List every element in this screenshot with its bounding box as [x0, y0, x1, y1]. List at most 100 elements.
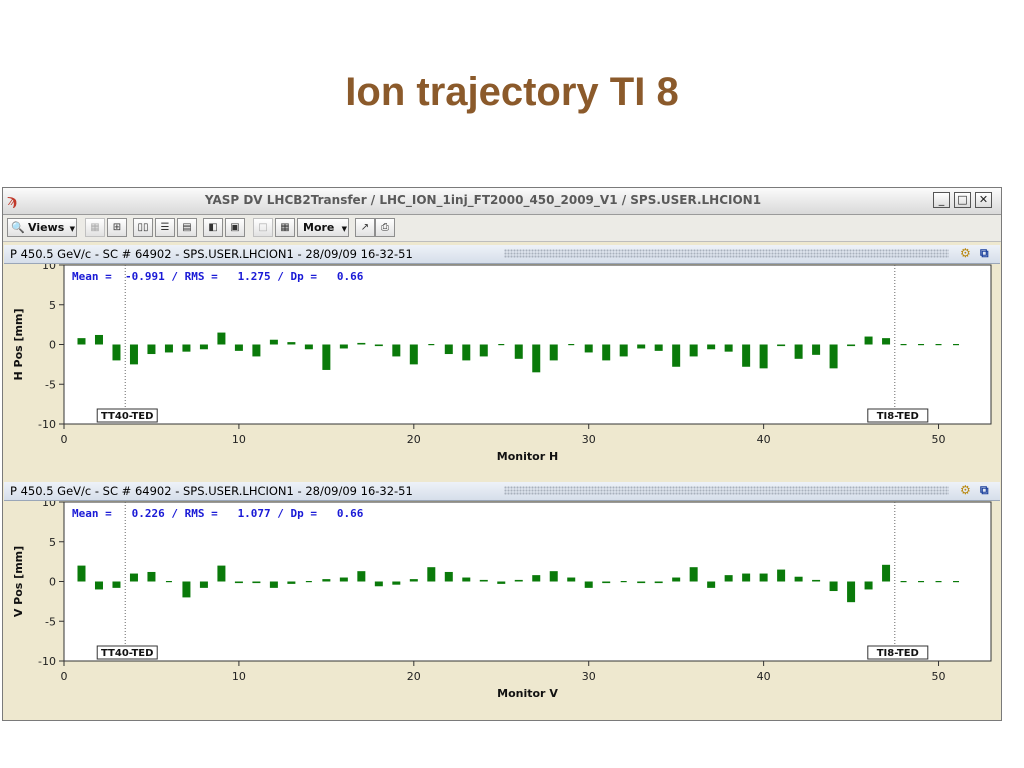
blank-view-icon[interactable]: □	[253, 218, 273, 237]
y-tick-label: 5	[49, 536, 56, 549]
panel-header-v: P 450.5 GeV/c - SC # 64902 - SPS.USER.LH…	[4, 482, 1000, 501]
data-bar	[549, 571, 558, 582]
layout-view-icon[interactable]: ⊞	[107, 218, 127, 237]
panel-drag-handle[interactable]	[504, 249, 949, 258]
data-bar	[305, 581, 312, 583]
data-bar	[165, 581, 172, 583]
slide-title: Ion trajectory TI 8	[345, 70, 679, 114]
toolbar: 🔍 Views ▼ ▦ ⊞ ▯▯ ☰ ▤ ◧ ▣ □ ▦ More ▼ ↗ ⎙	[3, 215, 1001, 242]
stats-text: Mean = -0.991 / RMS = 1.275 / Dp = 0.66	[72, 270, 364, 283]
data-bar	[829, 581, 838, 592]
window-title: YASP DV LHCB2Transfer / LHC_ION_1inj_FT2…	[204, 193, 762, 207]
data-bar	[514, 344, 523, 359]
data-bar	[777, 569, 786, 582]
y-tick-label: -5	[45, 378, 56, 391]
table-view-icon[interactable]: ▦	[275, 218, 295, 237]
y-tick-label: 0	[49, 576, 56, 589]
data-bar	[374, 581, 383, 587]
data-bar	[514, 579, 523, 582]
data-bar	[812, 579, 821, 582]
columns-view-icon[interactable]: ▯▯	[133, 218, 153, 237]
data-bar	[724, 344, 733, 352]
y-axis-label: V Pos [mm]	[12, 546, 25, 617]
x-axis-label: Monitor H	[497, 450, 558, 463]
maximize-button[interactable]: □	[954, 192, 971, 208]
data-bar	[882, 564, 891, 582]
data-bar	[619, 344, 628, 357]
data-bar	[864, 336, 873, 345]
marker-label-box	[96, 408, 158, 423]
data-bar	[164, 344, 173, 353]
data-bar	[444, 344, 453, 355]
data-bar	[112, 581, 121, 588]
data-bar	[129, 344, 138, 365]
data-bar	[409, 344, 418, 365]
data-bar	[428, 344, 435, 346]
data-bar	[339, 577, 348, 582]
data-bar	[77, 338, 86, 345]
y-tick-label: -10	[38, 418, 56, 431]
data-bar	[707, 344, 716, 350]
detach-icon[interactable]: ⧉	[980, 483, 989, 497]
settings-icon[interactable]: ⚙	[960, 483, 971, 497]
x-tick-label: 10	[232, 670, 246, 683]
data-bar	[864, 581, 873, 590]
data-bar	[918, 344, 925, 346]
tiles-view-icon[interactable]: ▤	[177, 218, 197, 237]
views-button[interactable]: 🔍 Views ▼	[7, 218, 77, 237]
grid-view-icon[interactable]: ▦	[85, 218, 105, 237]
more-label: More	[303, 221, 335, 234]
window-titlebar[interactable]: ϡ YASP DV LHCB2Transfer / LHC_ION_1inj_F…	[3, 188, 1001, 215]
detach-icon[interactable]: ⧉	[980, 246, 989, 260]
y-tick-label: -10	[38, 655, 56, 668]
data-bar	[147, 344, 156, 355]
app-logo-icon: ϡ	[7, 191, 18, 209]
data-bar	[392, 344, 401, 357]
data-bar	[707, 581, 716, 588]
data-bar	[287, 581, 296, 584]
data-bar	[759, 573, 768, 582]
marker-label-box	[867, 408, 929, 423]
x-tick-label: 20	[407, 433, 421, 446]
marker-label-box	[867, 645, 929, 660]
more-button[interactable]: More ▼	[297, 218, 349, 237]
data-bar	[794, 576, 803, 582]
data-bar	[182, 344, 191, 352]
data-bar	[935, 344, 942, 346]
print-icon[interactable]: ⎙	[375, 218, 395, 237]
data-bar	[479, 344, 488, 357]
data-bar	[584, 344, 593, 353]
data-bar	[742, 573, 751, 582]
data-bar	[497, 581, 506, 584]
settings-icon[interactable]: ⚙	[960, 246, 971, 260]
data-bar	[462, 577, 471, 582]
ted-marker-label: TT40-TED	[101, 648, 153, 659]
data-bar	[620, 581, 627, 583]
data-bar	[339, 344, 348, 349]
data-bar	[637, 344, 646, 349]
data-bar	[269, 339, 278, 345]
data-bar	[462, 344, 471, 361]
panel-drag-handle[interactable]	[504, 486, 949, 495]
settings-view-icon[interactable]: ◧	[203, 218, 223, 237]
list-view-icon[interactable]: ▣	[225, 218, 245, 237]
x-tick-label: 10	[232, 433, 246, 446]
x-tick-label: 20	[407, 670, 421, 683]
data-bar	[409, 579, 418, 582]
y-axis-label: H Pos [mm]	[12, 308, 25, 380]
y-tick-label: 10	[42, 264, 56, 272]
data-bar	[549, 344, 558, 361]
export-icon[interactable]: ↗	[355, 218, 375, 237]
close-button[interactable]: ✕	[975, 192, 992, 208]
data-bar	[444, 571, 453, 582]
ted-marker-label: TT40-TED	[101, 411, 153, 422]
data-bar	[568, 344, 575, 346]
data-bar	[374, 344, 383, 347]
rows-view-icon[interactable]: ☰	[155, 218, 175, 237]
data-bar	[847, 581, 856, 603]
x-tick-label: 50	[932, 433, 946, 446]
minimize-button[interactable]: _	[933, 192, 950, 208]
data-bar	[654, 344, 663, 351]
